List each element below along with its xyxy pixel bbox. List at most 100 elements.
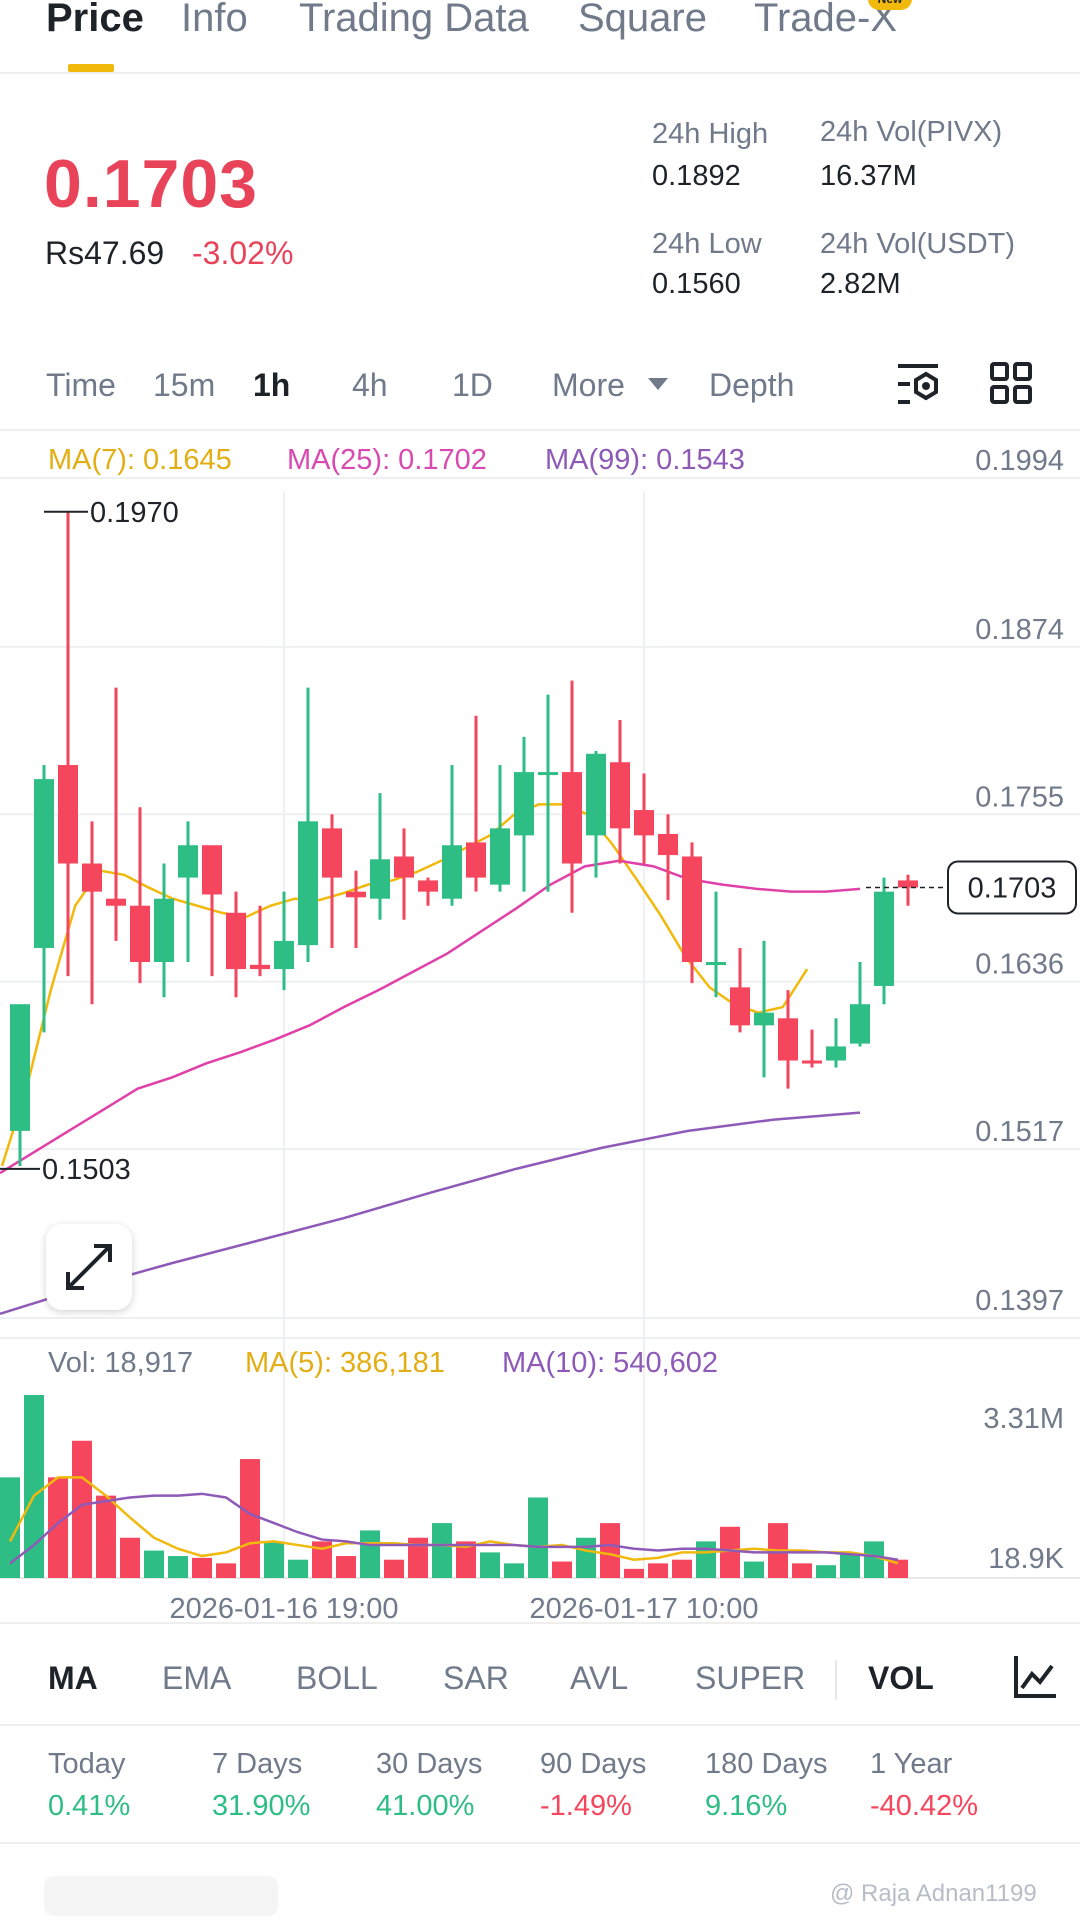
volume-bar: [888, 1559, 908, 1578]
active-tab-indicator: [68, 64, 114, 72]
candle-body: [346, 891, 366, 898]
candle-body: [826, 1046, 846, 1061]
caret-down-icon: [648, 378, 668, 390]
order-book-tab[interactable]: [44, 1876, 278, 1916]
volume-bar: [528, 1497, 548, 1578]
perf-30d-label: 30 Days: [376, 1748, 483, 1780]
tab-info[interactable]: Info: [181, 0, 248, 40]
ma25-line: [0, 859, 861, 1175]
volume-bar: [288, 1559, 308, 1578]
grid-layout-icon[interactable]: [990, 362, 1032, 404]
candle-body: [562, 772, 582, 864]
vol-ma10-line: [9, 1492, 899, 1565]
candle-body: [610, 762, 630, 829]
fullscreen-button[interactable]: [46, 1224, 132, 1310]
volume-bar: [120, 1537, 140, 1578]
candle-body: [850, 1004, 870, 1044]
perf-1y-value: -40.42%: [870, 1790, 979, 1822]
candle-body: [130, 905, 150, 963]
high-label: 24h High: [652, 118, 769, 150]
price-axis-label: 0.1874: [975, 614, 1064, 646]
chart-settings-icon[interactable]: [894, 362, 942, 406]
low-label: 24h Low: [652, 228, 762, 260]
volume-bar: [744, 1561, 764, 1578]
interval-1h[interactable]: 1h: [253, 367, 291, 403]
volume-bar: [48, 1477, 68, 1578]
candle-body: [802, 1060, 822, 1064]
indicator-super[interactable]: SUPER: [695, 1660, 806, 1696]
vol-ma5-line: [8, 1476, 899, 1565]
vol-quote-label: 24h Vol(USDT): [820, 228, 1016, 260]
volume-bar: [864, 1541, 884, 1578]
tab-trading-data[interactable]: Trading Data: [299, 0, 529, 40]
volume-bar: [72, 1440, 92, 1578]
volume-legend: Vol: 18,917: [48, 1347, 194, 1379]
candle-body: [418, 880, 438, 892]
perf-7d-value: 31.90%: [212, 1790, 311, 1822]
candle-body: [394, 856, 414, 878]
candle-body: [298, 821, 318, 946]
candle-body: [10, 1004, 30, 1131]
top-tab-bar: Price Info Trading Data Square Trade-X N…: [0, 0, 1080, 74]
volume-bar: [600, 1523, 620, 1578]
interval-more[interactable]: More: [552, 367, 625, 403]
candle-body: [178, 845, 198, 878]
price-axis-label: 0.1755: [975, 781, 1064, 813]
interval-4h[interactable]: 4h: [352, 367, 388, 403]
ma7-legend: MA(7): 0.1645: [48, 444, 232, 476]
volume-bar: [816, 1565, 836, 1578]
candle-body: [634, 810, 654, 836]
perf-30d-value: 41.00%: [376, 1790, 475, 1822]
candle-body: [490, 828, 510, 885]
volume-bar: [672, 1559, 692, 1578]
candle-body: [106, 898, 126, 906]
interval-time[interactable]: Time: [46, 367, 116, 403]
vol-base-label: 24h Vol(PIVX): [820, 116, 1003, 148]
section-divider: [0, 1842, 1080, 1844]
price-axis-label: 0.1994: [975, 445, 1064, 477]
indicator-boll[interactable]: BOLL: [296, 1660, 378, 1696]
tab-square[interactable]: Square: [578, 0, 707, 40]
volume-bar: [552, 1561, 572, 1578]
indicator-ma[interactable]: MA: [48, 1660, 98, 1696]
candle-body: [706, 962, 726, 966]
indicator-settings-icon[interactable]: [1012, 1654, 1058, 1700]
interval-1d[interactable]: 1D: [452, 367, 493, 403]
volume-bar: [792, 1563, 812, 1578]
indicator-vol[interactable]: VOL: [868, 1660, 934, 1696]
volume-bar: [216, 1563, 236, 1578]
interval-depth[interactable]: Depth: [709, 367, 795, 403]
candle-body: [34, 779, 54, 948]
perf-180d-label: 180 Days: [705, 1748, 828, 1780]
volume-bar: [840, 1554, 860, 1578]
indicator-divider: [835, 1660, 837, 1700]
time-axis-label: 2026-01-16 19:00: [170, 1593, 399, 1625]
candle-body: [370, 859, 390, 899]
expand-arrows-icon: [66, 1244, 112, 1290]
volume-bar: [456, 1541, 476, 1578]
max-price-marker: 0.1970: [90, 497, 179, 529]
candle-body: [538, 772, 558, 776]
volume-bar: [312, 1541, 332, 1578]
volume-axis-label: 3.31M: [983, 1403, 1064, 1435]
time-axis-label: 2026-01-17 10:00: [530, 1593, 759, 1625]
candle-body: [682, 856, 702, 963]
tab-price[interactable]: Price: [46, 0, 144, 40]
perf-90d-value: -1.49%: [540, 1790, 632, 1822]
interval-15m[interactable]: 15m: [153, 367, 216, 403]
candle-body: [898, 880, 918, 888]
price-axis-label: 0.1636: [975, 949, 1064, 981]
candle-body: [754, 1012, 774, 1026]
volume-bar: [24, 1395, 44, 1578]
perf-7d-label: 7 Days: [212, 1748, 303, 1780]
volume-bar: [0, 1477, 20, 1578]
candle-body: [58, 765, 78, 864]
indicator-sar[interactable]: SAR: [443, 1660, 509, 1696]
perf-today-label: Today: [48, 1748, 126, 1780]
candle-body: [466, 842, 486, 878]
perf-today-value: 0.41%: [48, 1790, 131, 1822]
volume-bar: [168, 1556, 188, 1578]
indicator-ema[interactable]: EMA: [162, 1660, 232, 1696]
indicator-avl[interactable]: AVL: [570, 1660, 629, 1696]
